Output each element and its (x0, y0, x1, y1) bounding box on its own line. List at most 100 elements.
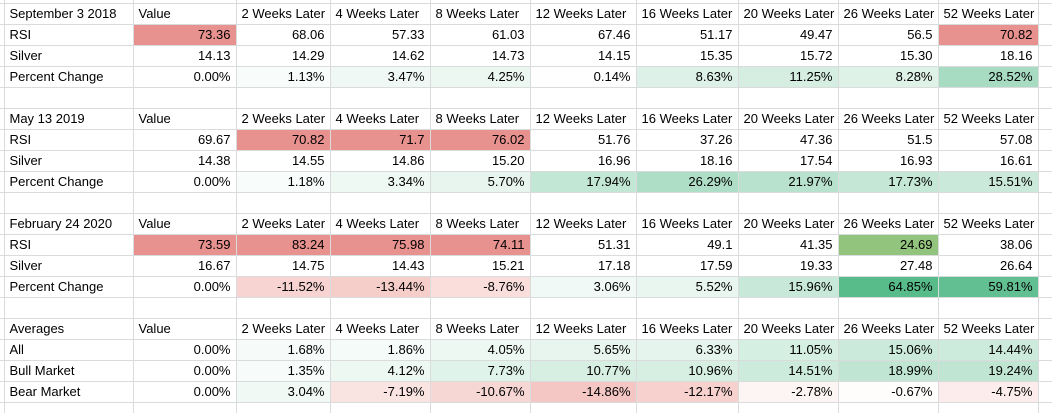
column-header-week[interactable]: 4 Weeks Later (330, 318, 431, 340)
empty-cell[interactable] (938, 402, 1039, 413)
column-header-week[interactable]: 20 Weeks Later (738, 3, 839, 25)
column-header-week[interactable]: 2 Weeks Later (236, 108, 331, 130)
data-cell[interactable]: 74.11 (430, 234, 531, 256)
data-cell[interactable]: 57.08 (938, 129, 1039, 151)
empty-cell[interactable] (4, 87, 134, 109)
data-cell[interactable]: 64.85% (838, 276, 939, 298)
data-cell[interactable]: 1.13% (236, 66, 331, 88)
column-header-week[interactable]: 26 Weeks Later (838, 3, 939, 25)
row-label[interactable]: Percent Change (4, 66, 134, 88)
data-cell[interactable]: 14.43 (330, 255, 431, 277)
column-header-week[interactable]: 2 Weeks Later (236, 213, 331, 235)
column-header-week[interactable]: 20 Weeks Later (738, 318, 839, 340)
data-cell[interactable]: -11.52% (236, 276, 331, 298)
data-cell[interactable]: 16.67 (133, 255, 237, 277)
data-cell[interactable]: 71.7 (330, 129, 431, 151)
empty-cell[interactable] (236, 0, 331, 4)
empty-cell[interactable] (4, 297, 134, 319)
data-cell[interactable]: 11.05% (738, 339, 839, 361)
data-cell[interactable]: 49.47 (738, 24, 839, 46)
data-cell[interactable]: 51.17 (636, 24, 739, 46)
row-label[interactable]: RSI (4, 129, 134, 151)
column-header-week[interactable]: 16 Weeks Later (636, 3, 739, 25)
empty-cell[interactable] (738, 297, 839, 319)
empty-cell[interactable] (838, 402, 939, 413)
data-cell[interactable]: 51.31 (530, 234, 637, 256)
data-cell[interactable]: 24.69 (838, 234, 939, 256)
column-header-week[interactable]: 52 Weeks Later (938, 318, 1039, 340)
data-cell[interactable]: 68.06 (236, 24, 331, 46)
section-title[interactable]: May 13 2019 (4, 108, 134, 130)
empty-cell[interactable] (636, 297, 739, 319)
empty-cell[interactable] (430, 297, 531, 319)
empty-cell[interactable] (636, 87, 739, 109)
empty-cell[interactable] (133, 0, 237, 4)
data-cell[interactable]: 73.59 (133, 234, 237, 256)
data-cell[interactable]: 14.86 (330, 150, 431, 172)
empty-cell[interactable] (938, 0, 1039, 4)
empty-cell[interactable] (838, 297, 939, 319)
data-cell[interactable]: -13.44% (330, 276, 431, 298)
data-cell[interactable]: 16.96 (530, 150, 637, 172)
data-cell[interactable]: 56.5 (838, 24, 939, 46)
empty-cell[interactable] (4, 402, 134, 413)
column-header-week[interactable]: 8 Weeks Later (430, 213, 531, 235)
data-cell[interactable]: 15.35 (636, 45, 739, 67)
empty-cell[interactable] (738, 0, 839, 4)
empty-cell[interactable] (133, 87, 237, 109)
data-cell[interactable]: 69.67 (133, 129, 237, 151)
data-cell[interactable]: 18.16 (938, 45, 1039, 67)
empty-cell[interactable] (738, 402, 839, 413)
data-cell[interactable]: 10.96% (636, 360, 739, 382)
data-cell[interactable]: -4.75% (938, 381, 1039, 403)
row-label[interactable]: Silver (4, 255, 134, 277)
empty-cell[interactable] (838, 0, 939, 4)
data-cell[interactable]: 57.33 (330, 24, 431, 46)
data-cell[interactable]: 15.51% (938, 171, 1039, 193)
empty-cell[interactable] (133, 402, 237, 413)
empty-cell[interactable] (330, 0, 431, 4)
data-cell[interactable]: 15.96% (738, 276, 839, 298)
column-header-week[interactable]: 4 Weeks Later (330, 108, 431, 130)
section-title[interactable]: Averages (4, 318, 134, 340)
column-header-week[interactable]: 12 Weeks Later (530, 108, 637, 130)
data-cell[interactable]: 73.36 (133, 24, 237, 46)
data-cell[interactable]: 15.21 (430, 255, 531, 277)
empty-cell[interactable] (430, 87, 531, 109)
data-cell[interactable]: 5.52% (636, 276, 739, 298)
column-header-week[interactable]: 2 Weeks Later (236, 318, 331, 340)
row-label[interactable]: Percent Change (4, 276, 134, 298)
row-label[interactable]: Silver (4, 150, 134, 172)
data-cell[interactable]: -12.17% (636, 381, 739, 403)
column-header-week[interactable]: 12 Weeks Later (530, 3, 637, 25)
data-cell[interactable]: 61.03 (430, 24, 531, 46)
data-cell[interactable]: 51.5 (838, 129, 939, 151)
data-cell[interactable]: 27.48 (838, 255, 939, 277)
data-cell[interactable]: 3.06% (530, 276, 637, 298)
data-cell[interactable]: 17.54 (738, 150, 839, 172)
column-header-week[interactable]: 12 Weeks Later (530, 318, 637, 340)
data-cell[interactable]: 17.94% (530, 171, 637, 193)
empty-cell[interactable] (4, 192, 134, 214)
data-cell[interactable]: 28.52% (938, 66, 1039, 88)
section-title[interactable]: September 3 2018 (4, 3, 134, 25)
data-cell[interactable]: 38.06 (938, 234, 1039, 256)
column-header-week[interactable]: 8 Weeks Later (430, 108, 531, 130)
data-cell[interactable]: 15.20 (430, 150, 531, 172)
data-cell[interactable]: 1.68% (236, 339, 331, 361)
column-header-week[interactable]: 4 Weeks Later (330, 3, 431, 25)
row-label[interactable]: Bull Market (4, 360, 134, 382)
row-label[interactable]: Bear Market (4, 381, 134, 403)
data-cell[interactable]: 3.04% (236, 381, 331, 403)
empty-cell[interactable] (236, 297, 331, 319)
data-cell[interactable]: 76.02 (430, 129, 531, 151)
empty-cell[interactable] (530, 402, 637, 413)
data-cell[interactable]: -0.67% (838, 381, 939, 403)
data-cell[interactable]: 3.47% (330, 66, 431, 88)
column-header-week[interactable]: 16 Weeks Later (636, 318, 739, 340)
data-cell[interactable]: 14.44% (938, 339, 1039, 361)
column-header-week[interactable]: 2 Weeks Later (236, 3, 331, 25)
empty-cell[interactable] (636, 402, 739, 413)
empty-cell[interactable] (530, 0, 637, 4)
data-cell[interactable]: 14.55 (236, 150, 331, 172)
